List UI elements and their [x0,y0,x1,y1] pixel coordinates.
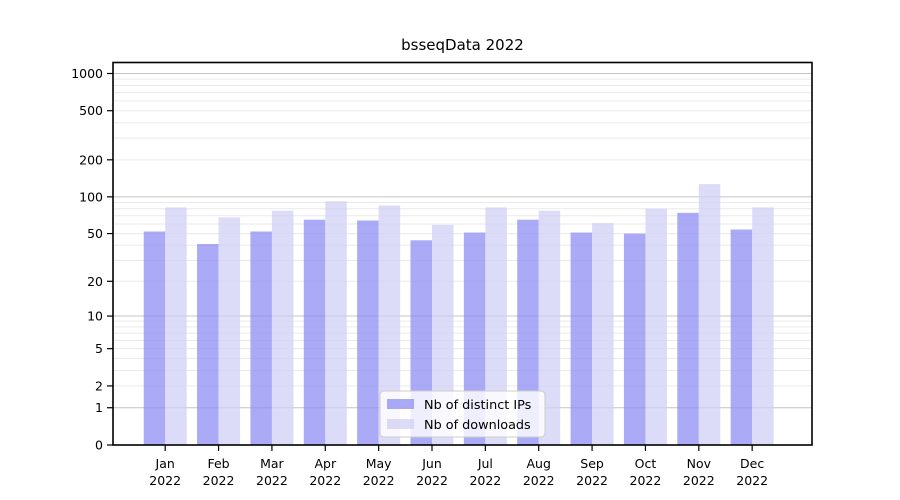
x-tick-label-year: 2022 [683,473,715,488]
x-tick-label-month: Feb [207,456,229,471]
bar-distinct-ips [197,244,219,445]
x-tick-label-year: 2022 [576,473,608,488]
x-tick-label-year: 2022 [363,473,395,488]
x-tick-label-year: 2022 [149,473,181,488]
y-tick-label: 100 [79,189,103,204]
x-tick-label-year: 2022 [523,473,555,488]
x-tick-label-month: Mar [260,456,284,471]
bar-downloads [752,207,774,445]
bar-downloads [645,208,667,445]
x-tick-label-month: Aug [527,456,551,471]
plot-border [112,61,813,446]
legend-label: Nb of downloads [424,418,531,433]
bar-distinct-ips [143,231,166,445]
x-tick-label-year: 2022 [630,473,662,488]
x-tick-label-month: Jul [477,456,493,471]
bar-downloads [485,207,507,445]
y-tick-label: 1000 [71,66,103,81]
bar-downloads [378,205,401,445]
bar-distinct-ips [570,232,593,445]
bar-downloads [165,207,187,445]
x-tick-label-month: Sep [580,456,604,471]
chart-title: bsseqData 2022 [401,36,524,54]
bar-downloads [592,223,614,445]
legend-label: Nb of distinct IPs [424,398,532,413]
x-tick-label-month: Jan [155,456,175,471]
x-tick-label-month: Dec [740,456,764,471]
y-tick-label: 500 [79,103,103,118]
y-tick-label: 0 [95,438,103,453]
bar-downloads [432,224,454,445]
x-tick-label-month: Nov [687,456,712,471]
bar-downloads [698,184,721,445]
bar-downloads [325,201,347,445]
bar-downloads [538,210,561,445]
bar-downloads [218,217,241,445]
x-tick-label-month: Oct [635,456,657,471]
bar-distinct-ips [677,212,699,445]
bar-distinct-ips [517,219,539,445]
bar-downloads [271,210,294,445]
bar-distinct-ips [357,220,379,445]
bar-distinct-ips [623,233,646,445]
bar-distinct-ips [250,231,272,445]
y-tick-label: 2 [95,378,103,393]
x-tick-label-year: 2022 [309,473,341,488]
y-tick-label: 1 [95,400,103,415]
x-tick-label-month: May [366,456,392,471]
x-tick-label-year: 2022 [736,473,768,488]
legend-box [379,390,546,438]
y-tick-label: 5 [95,341,103,356]
x-tick-label-year: 2022 [469,473,501,488]
legend-swatch [387,399,414,409]
legend-swatch [387,419,414,429]
x-tick-label-year: 2022 [416,473,448,488]
x-tick-label-year: 2022 [256,473,288,488]
x-tick-label-month: Jun [421,456,442,471]
y-tick-label: 10 [87,309,103,324]
y-tick-label: 20 [87,274,103,289]
x-tick-label-month: Apr [314,456,336,471]
x-tick-label-year: 2022 [203,473,235,488]
bar-distinct-ips [730,229,753,445]
y-tick-label: 50 [87,226,103,241]
bar-distinct-ips [303,219,326,445]
y-tick-label: 200 [79,152,103,167]
